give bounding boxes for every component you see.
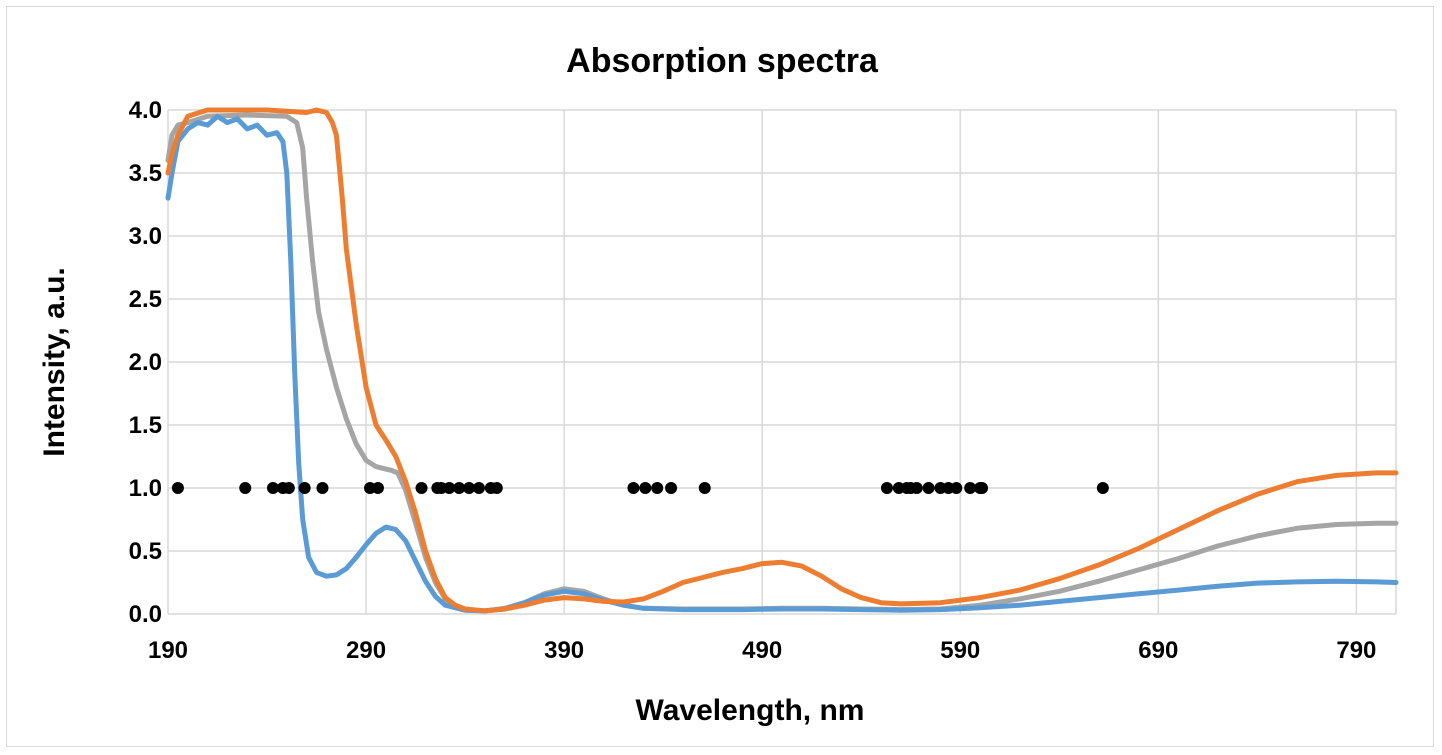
y-tick-label-3: 1.5 [129,412,162,439]
y-tick-label-0: 0.0 [129,601,162,628]
scatter-point-32 [964,482,977,494]
scatter-point-5 [298,482,311,494]
scatter-point-15 [472,482,485,494]
scatter-point-2 [266,482,279,494]
series-line-2 [165,112,1399,614]
x-tick-label-6: 790 [1336,637,1376,664]
y-tick-labels: 0.0 0.5 1.0 1.5 2.0 2.5 3.0 3.5 4.0 [129,97,162,628]
y-tick-label-5: 2.5 [129,286,162,313]
scatter-point-8 [371,482,384,494]
scatter-point-22 [698,482,711,494]
x-tick-label-2: 390 [544,637,584,664]
scatter-point-1 [239,482,252,494]
x-tick-label-3: 490 [742,637,782,664]
y-tick-label-6: 3.0 [129,223,162,250]
scatter-point-34 [976,482,989,494]
x-axis-title: Wavelength, nm [636,694,865,727]
scatter-point-13 [453,482,466,494]
scatter-point-20 [651,482,664,494]
scatter-point-17 [490,482,503,494]
scatter-point-14 [463,482,476,494]
chart-frame [6,6,1434,747]
scatter-point-21 [665,482,678,494]
scatter-point-23 [880,482,893,494]
scatter-point-0 [171,482,184,494]
series-group [165,107,1399,614]
x-tick-label-5: 690 [1138,637,1178,664]
y-tick-label-8: 4.0 [129,97,162,124]
scatter-point-31 [950,482,963,494]
scatter-point-12 [443,482,456,494]
y-tick-label-1: 0.5 [129,538,162,565]
grid-lines [167,109,1397,615]
x-tick-label-1: 290 [346,637,386,664]
series-line-1 [165,107,1399,614]
x-tick-label-4: 590 [940,637,980,664]
y-tick-label-7: 3.5 [129,160,162,187]
scatter-point-18 [627,482,640,494]
x-tick-label-0: 190 [148,637,188,664]
scatter-point-6 [316,482,329,494]
scatter-point-4 [282,482,295,494]
x-tick-labels: 190 290 390 490 590 690 790 [148,637,1376,664]
scatter-point-35 [1096,482,1109,494]
scatter-point-9 [415,482,428,494]
scatter-point-28 [922,482,935,494]
y-tick-label-2: 1.0 [129,475,162,502]
scatter-point-19 [639,482,652,494]
scatter-point-27 [910,482,923,494]
series-line-0 [165,113,1399,614]
chart-title: Absorption spectra [566,42,879,80]
y-axis-title: Intensity, a.u. [38,267,71,456]
y-tick-label-4: 2.0 [129,349,162,376]
